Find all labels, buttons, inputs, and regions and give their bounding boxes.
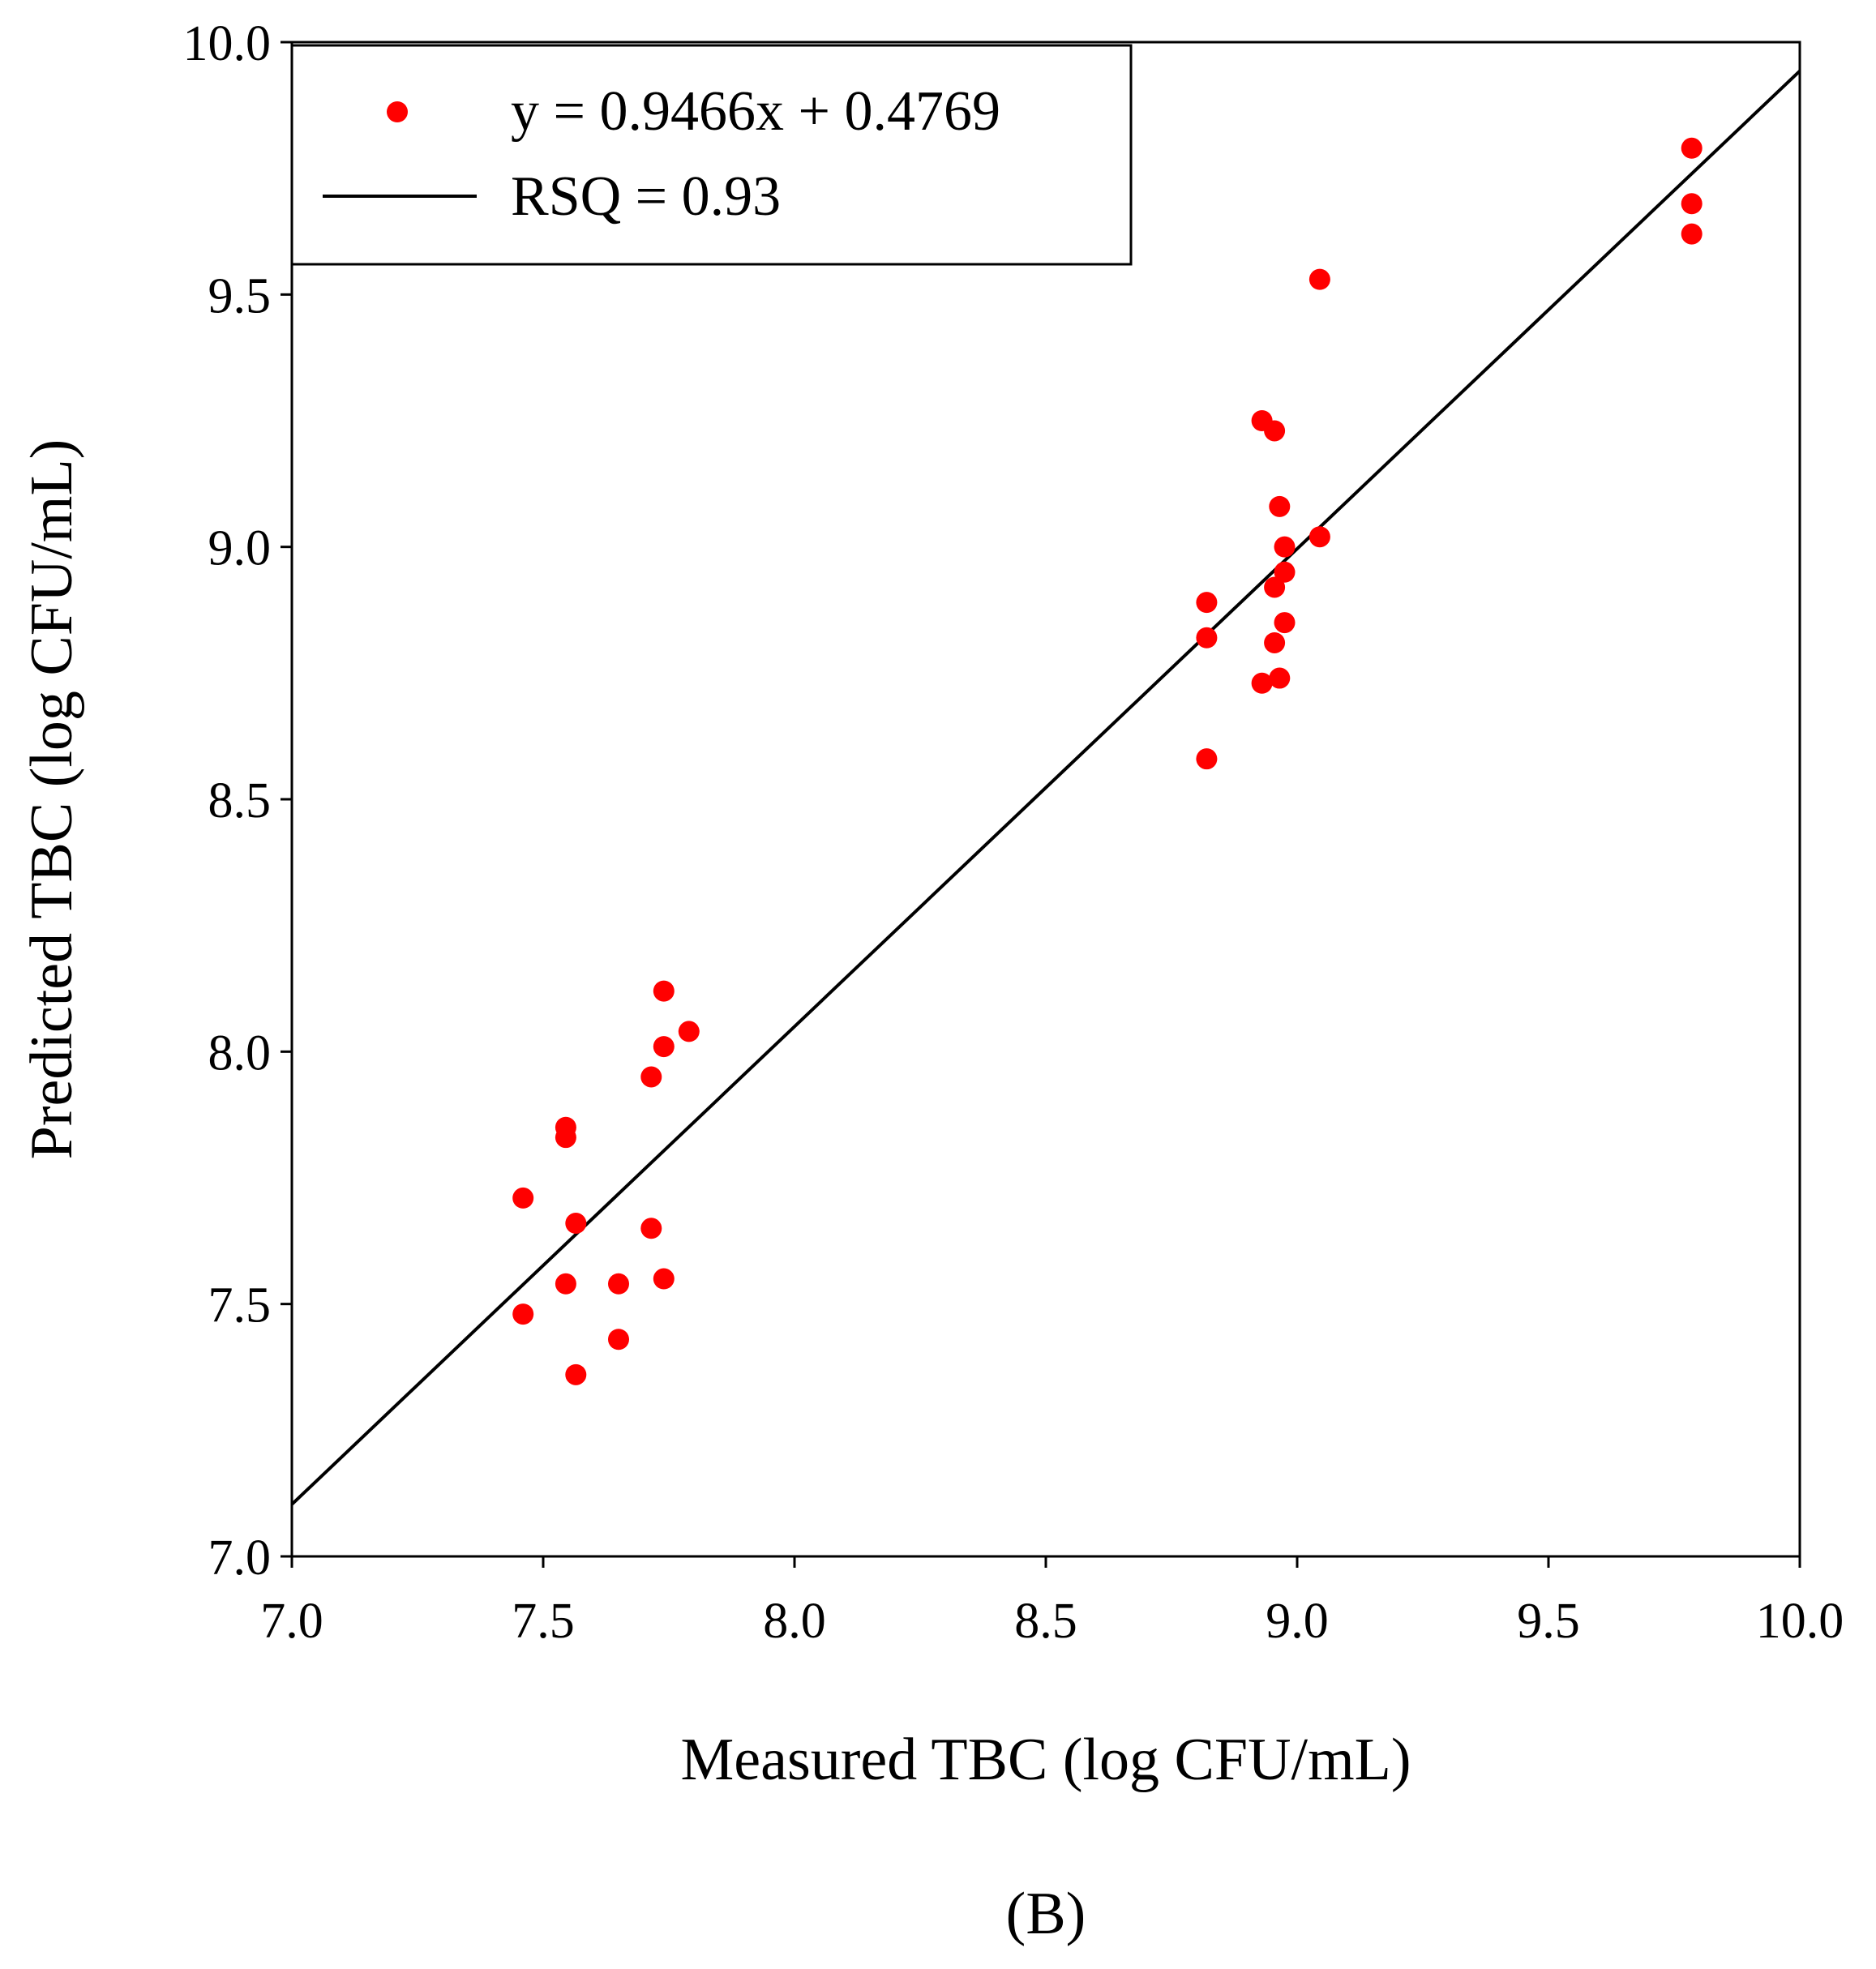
y-tick-label: 8.0	[208, 1025, 272, 1081]
legend-line-label: RSQ = 0.93	[511, 165, 781, 228]
figure-caption: (B)	[1006, 1881, 1086, 1947]
regression-line	[290, 70, 1801, 1506]
regression-line-layer	[290, 70, 1801, 1506]
data-point	[1308, 526, 1330, 548]
y-axis-ticks: 7.0 7.5 8.0 8.5 9.0 9.5 10.0	[183, 16, 292, 1586]
data-point	[1308, 268, 1330, 290]
x-tick-label: 10.0	[1756, 1594, 1844, 1649]
data-point	[1269, 495, 1291, 517]
data-point	[640, 1218, 662, 1239]
data-point	[1681, 137, 1703, 159]
x-tick-label: 7.5	[512, 1594, 575, 1649]
data-point	[653, 1268, 675, 1290]
data-point	[1251, 672, 1273, 694]
data-points-layer	[512, 137, 1703, 1385]
data-point	[1681, 193, 1703, 215]
x-tick-label: 9.0	[1266, 1594, 1329, 1649]
legend-scatter-marker	[387, 101, 408, 122]
data-point	[512, 1303, 534, 1325]
legend-scatter-label: y = 0.9466x + 0.4769	[511, 80, 1000, 143]
data-point	[1274, 536, 1296, 558]
data-point	[512, 1187, 534, 1209]
data-point	[1681, 223, 1703, 245]
x-axis-ticks: 7.0 7.5 8.0 8.5 9.0 9.5 10.0	[260, 1556, 1844, 1649]
data-point	[565, 1363, 587, 1385]
data-point	[1196, 592, 1218, 614]
legend-box	[290, 44, 1133, 266]
data-point	[608, 1329, 629, 1350]
data-point	[1196, 748, 1218, 770]
x-axis-title: Measured TBC (log CFU/mL)	[681, 1727, 1411, 1793]
y-tick-label: 7.0	[208, 1530, 272, 1586]
y-axis-title: Predicted TBC (log CFU/mL)	[19, 439, 85, 1160]
y-tick-label: 9.0	[208, 521, 272, 576]
data-point	[1264, 576, 1286, 598]
data-point	[1274, 561, 1296, 583]
data-point	[640, 1066, 662, 1088]
x-tick-label: 9.5	[1517, 1594, 1580, 1649]
y-tick-label: 7.5	[208, 1278, 272, 1333]
legend: y = 0.9466x + 0.4769 RSQ = 0.93	[290, 44, 1133, 266]
data-point	[1196, 627, 1218, 648]
data-point	[1264, 420, 1286, 442]
data-point	[653, 980, 675, 1002]
data-point	[555, 1127, 576, 1149]
data-point	[565, 1213, 587, 1235]
data-point	[1264, 631, 1286, 653]
x-tick-label: 8.0	[763, 1594, 826, 1649]
x-tick-label: 8.5	[1014, 1594, 1077, 1649]
data-point	[653, 1036, 675, 1058]
x-tick-label: 7.0	[260, 1594, 323, 1649]
data-point	[608, 1273, 629, 1295]
data-point	[1269, 667, 1291, 689]
data-point	[1274, 612, 1296, 634]
data-point	[555, 1273, 576, 1295]
y-tick-label: 9.5	[208, 268, 272, 323]
y-tick-label: 10.0	[183, 16, 272, 71]
y-tick-label: 8.5	[208, 773, 272, 828]
data-point	[678, 1021, 700, 1042]
